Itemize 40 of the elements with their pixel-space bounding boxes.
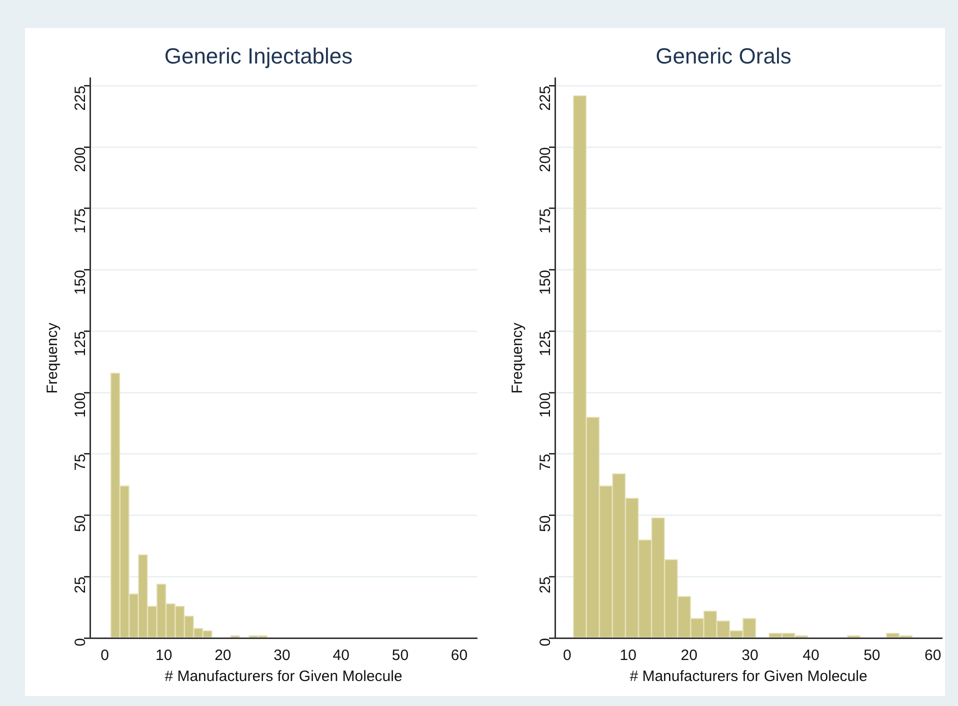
y-tick-label: 200 <box>537 147 554 172</box>
x-tick-label: 0 <box>100 647 109 664</box>
y-tick-label: 25 <box>72 576 90 594</box>
x-axis-title: # Manufacturers for Given Molecule <box>164 668 402 686</box>
y-tick-label: 150 <box>537 270 554 295</box>
y-tick-label: 25 <box>537 576 554 594</box>
y-tick-label: 75 <box>537 454 554 471</box>
chart-title: Generic Orals <box>656 43 792 68</box>
y-tick-label: 225 <box>537 86 554 111</box>
y-tick-label: 75 <box>72 454 90 471</box>
y-tick-label: 125 <box>537 331 554 356</box>
x-tick-label: 20 <box>680 647 698 664</box>
y-tick-label: 100 <box>537 392 554 418</box>
x-tick-label: 50 <box>864 647 880 664</box>
x-tick-label: 40 <box>332 647 350 664</box>
x-tick-label: 50 <box>392 647 409 664</box>
x-axis-title: # Manufacturers for Given Molecule <box>630 668 868 686</box>
x-tick-label: 10 <box>156 647 172 664</box>
chart-title: Generic Injectables <box>164 43 353 68</box>
x-tick-label: 20 <box>214 647 232 664</box>
y-tick-label: 225 <box>72 86 90 111</box>
y-tick-label: 50 <box>72 515 90 532</box>
y-axis-title: Frequency <box>44 322 62 394</box>
x-tick-label: 30 <box>742 647 758 664</box>
y-tick-label: 175 <box>72 208 90 234</box>
y-tick-label: 50 <box>537 515 554 532</box>
y-axis-title: Frequency <box>509 322 526 394</box>
y-tick-label: 200 <box>72 147 90 172</box>
y-tick-label: 100 <box>72 392 90 418</box>
x-tick-label: 0 <box>563 647 572 664</box>
x-tick-label: 40 <box>802 647 820 664</box>
y-tick-label: 150 <box>72 270 90 295</box>
y-tick-label: 0 <box>72 638 90 646</box>
x-tick-label: 10 <box>620 647 636 664</box>
x-tick-label: 60 <box>450 647 468 664</box>
y-tick-label: 125 <box>72 331 90 356</box>
x-tick-label: 60 <box>924 647 942 664</box>
x-tick-label: 30 <box>274 647 290 664</box>
y-tick-label: 175 <box>537 208 554 234</box>
y-tick-label: 0 <box>537 638 554 646</box>
